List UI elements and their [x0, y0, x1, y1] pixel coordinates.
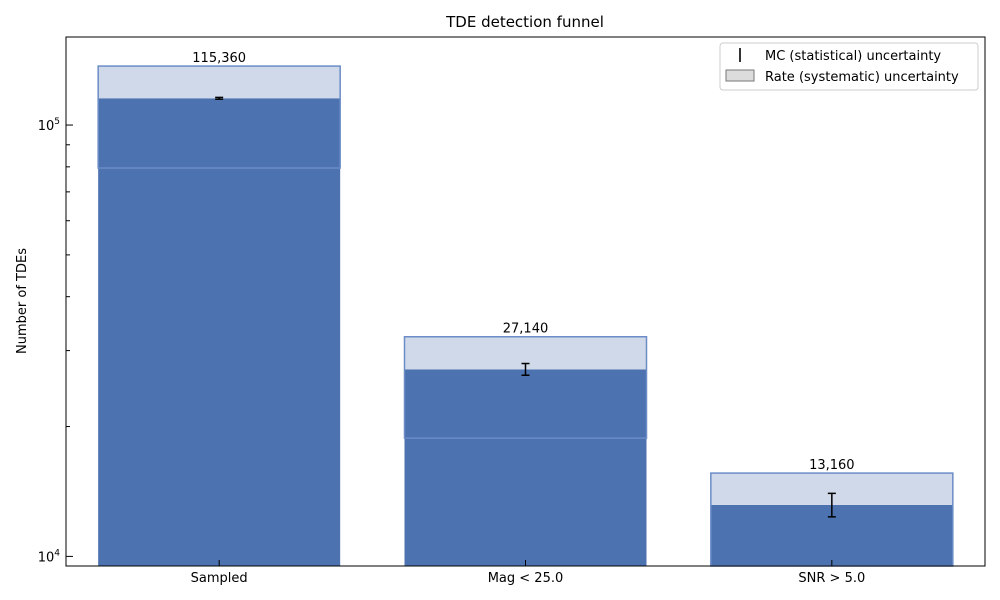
plot-frame	[65, 36, 986, 567]
systematic-band-fill-0	[98, 66, 341, 99]
legend-label-rate: Rate (systematic) uncertainty	[765, 70, 959, 85]
legend-label-mc: MC (statistical) uncertainty	[765, 49, 941, 64]
systematic-band-outline-0	[97, 65, 341, 169]
x-tick-label-2: SNR > 5.0	[798, 571, 865, 586]
legend: MC (statistical) uncertainty Rate (syste…	[719, 42, 979, 91]
x-tick-label-1: Mag < 25.0	[488, 571, 564, 586]
value-label-2: 13,160	[809, 458, 855, 473]
ticks-layer: Sampled Mag < 25.0 SNR > 5.0 105 104	[38, 117, 866, 586]
legend-frame	[719, 42, 979, 91]
legend-patch-icon	[725, 69, 755, 82]
x-tick-label-0: Sampled	[191, 571, 248, 586]
bar-1	[404, 369, 647, 566]
value-label-0: 115,360	[192, 51, 246, 66]
y-tick-label-1: 104	[38, 548, 61, 565]
systematic-band-outline-1	[403, 335, 648, 439]
y-axis-label: Number of TDEs	[15, 248, 30, 354]
y-tick-label-0: 105	[38, 117, 60, 134]
value-label-1: 27,140	[503, 322, 549, 337]
bar-0	[98, 98, 341, 566]
chart-title: TDE detection funnel	[445, 13, 604, 31]
bars-layer: 115,360 27,140 13,160	[97, 51, 954, 567]
